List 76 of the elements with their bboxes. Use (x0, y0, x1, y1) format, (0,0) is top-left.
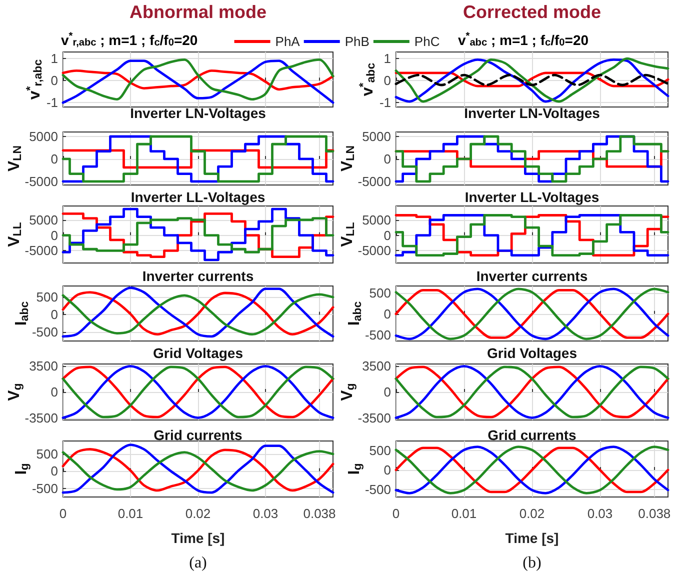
y-tick-label: -5000 (24, 174, 58, 189)
y-tick-label: 3500 (362, 358, 391, 374)
x-axis-title: Time [s] (171, 530, 225, 546)
y-tick-label: 0 (384, 73, 391, 88)
y-tick-label: -5000 (24, 243, 58, 258)
chart-title: Grid currents (488, 427, 577, 443)
y-axis-title: VLN (6, 145, 24, 172)
y-tick-label: 0 (384, 384, 391, 400)
y-tick-label: 0 (384, 462, 391, 478)
y-tick-label: 0 (50, 228, 58, 243)
y-tick-label: -1 (46, 95, 58, 110)
y-tick-label: -5000 (358, 174, 391, 189)
y-tick-label: 0 (50, 464, 58, 479)
y-axis-title: Ig (346, 463, 364, 475)
text: (a) (189, 554, 207, 572)
chart-title: Inverter LN-Voltages (464, 105, 600, 121)
y-axis-title: Ig (12, 463, 31, 475)
y-tick-label: 1 (50, 51, 58, 66)
y-tick-label: -500 (32, 480, 58, 496)
x-tick-label: 0.03 (587, 506, 613, 521)
chart-title: Inverter LN-Voltages (130, 105, 266, 121)
chart-title: Grid Voltages (487, 345, 578, 361)
y-tick-label: 0 (50, 73, 58, 88)
chart-title: Corrected mode (462, 2, 602, 22)
chart-title: Inverter LL-Voltages (464, 189, 600, 205)
y-tick-label: -500 (32, 324, 58, 340)
y-tick-label: 0 (50, 151, 58, 166)
y-tick-label: 0 (384, 151, 391, 166)
y-tick-label: -3500 (358, 410, 391, 426)
y-tick-label: 3500 (29, 358, 58, 374)
x-tick-label: 0.01 (118, 506, 144, 521)
y-axis-title: VLL (338, 222, 357, 247)
chart-title: Abnormal mode (129, 2, 267, 22)
y-tick-label: 0 (384, 228, 391, 243)
y-tick-label: 0 (50, 384, 58, 400)
y-tick-label: 1 (384, 51, 391, 66)
y-tick-label: 5000 (362, 212, 391, 228)
y-axis-title: v*r,abc (25, 58, 45, 100)
legend-label: PhC (414, 34, 440, 49)
y-tick-label: 0 (384, 306, 391, 322)
y-tick-label: 5000 (362, 128, 391, 144)
text: (b) (522, 554, 542, 572)
x-tick-label: 0.01 (451, 506, 477, 521)
y-tick-label: 500 (369, 443, 391, 458)
y-tick-label: 5000 (29, 212, 58, 228)
x-axis-title: Time [s] (505, 530, 559, 546)
y-tick-label: 500 (369, 286, 391, 301)
y-tick-label: -5000 (358, 243, 391, 258)
y-tick-label: 0 (50, 307, 58, 322)
chart-title: Inverter currents (476, 268, 588, 284)
y-tick-label: -500 (364, 327, 391, 342)
legend-label: PhB (344, 34, 370, 49)
line-series (62, 70, 334, 91)
y-tick-label: -1 (379, 95, 391, 110)
x-tick-label: 0.038 (638, 506, 671, 521)
chart-title: Grid Voltages (153, 345, 244, 361)
y-axis-title: v*abc (358, 62, 378, 96)
y-axis-title: Vg (338, 383, 357, 401)
x-tick-label: 0.038 (303, 506, 336, 521)
y-axis-title: VLL (6, 222, 24, 247)
chart-title: Grid currents (154, 427, 243, 443)
y-tick-label: -500 (364, 482, 391, 497)
chart-title: Inverter currents (142, 268, 254, 284)
y-axis-title: Vg (6, 383, 24, 401)
y-tick-label: -3500 (24, 410, 58, 426)
chart-title: Inverter LL-Voltages (130, 189, 266, 205)
x-tick-label: 0.02 (185, 506, 211, 521)
y-axis-title: VLN (338, 145, 357, 172)
x-tick-label: 0.03 (252, 506, 278, 521)
legend-label: PhA (275, 34, 300, 49)
y-tick-label: 500 (36, 290, 58, 305)
y-tick-label: 500 (36, 446, 58, 462)
y-axis-title: Iabc (346, 300, 364, 326)
x-tick-label: 0.02 (519, 506, 545, 521)
y-axis-title: Iabc (12, 300, 31, 326)
y-tick-label: 5000 (29, 128, 58, 144)
